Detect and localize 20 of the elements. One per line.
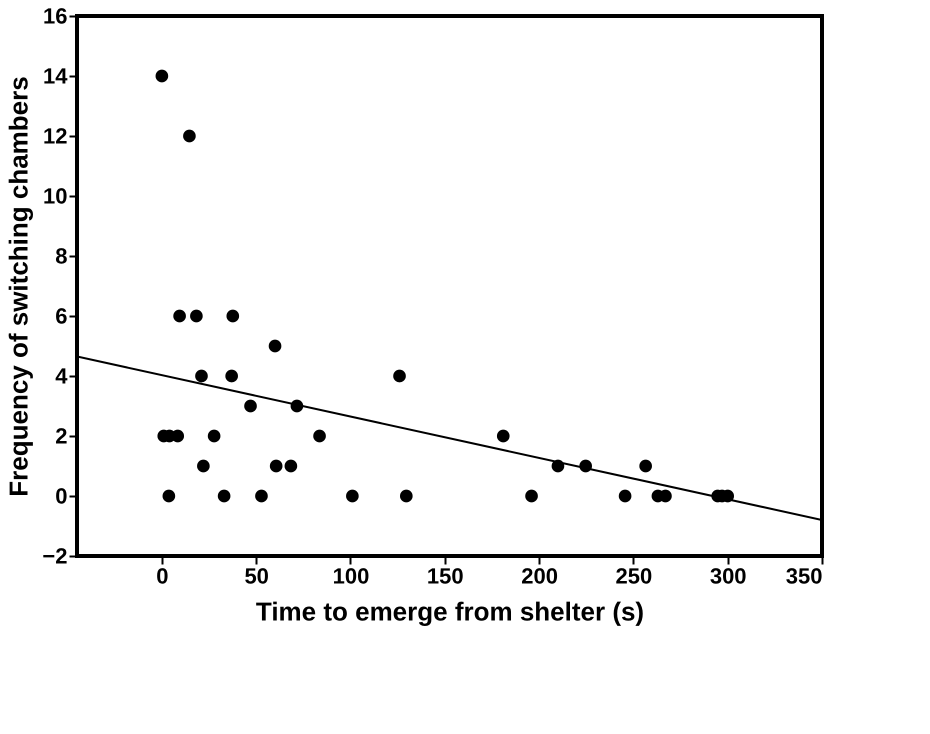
x-tick-label: 200 <box>521 564 558 588</box>
y-tick-label: 0 <box>55 484 68 508</box>
x-axis-title: Time to emerge from shelter (s) <box>256 596 644 626</box>
y-tick-label: 8 <box>55 244 68 268</box>
x-tick-label: 350 <box>786 564 822 588</box>
x-tick-label: 50 <box>244 564 269 588</box>
y-tick-label: 12 <box>43 124 68 148</box>
x-tick-label: 250 <box>616 564 652 588</box>
x-tick-label: 300 <box>710 564 747 588</box>
y-tick-label: −2 <box>42 544 68 568</box>
x-tick-label: 150 <box>426 564 464 588</box>
y-tick-label: 14 <box>43 64 68 88</box>
y-tick-label: 16 <box>43 4 68 28</box>
x-tick-label: 0 <box>156 564 168 588</box>
y-tick-label: 4 <box>55 364 68 388</box>
x-tick-label: 100 <box>332 564 370 588</box>
y-tick-label: 2 <box>55 424 68 448</box>
y-tick-label: 10 <box>43 184 68 208</box>
y-tick-label: 6 <box>55 304 68 328</box>
y-axis-title: Frequency of switching chambers <box>3 76 34 497</box>
